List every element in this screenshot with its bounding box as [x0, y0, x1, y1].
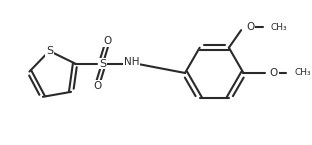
Text: O: O: [246, 22, 254, 32]
Text: S: S: [46, 46, 53, 56]
Text: O: O: [270, 68, 278, 78]
Text: CH₃: CH₃: [294, 68, 311, 77]
Text: O: O: [93, 81, 102, 91]
Text: S: S: [99, 58, 106, 68]
Text: CH₃: CH₃: [271, 23, 287, 32]
Text: O: O: [103, 36, 111, 46]
Text: NH: NH: [124, 57, 139, 67]
